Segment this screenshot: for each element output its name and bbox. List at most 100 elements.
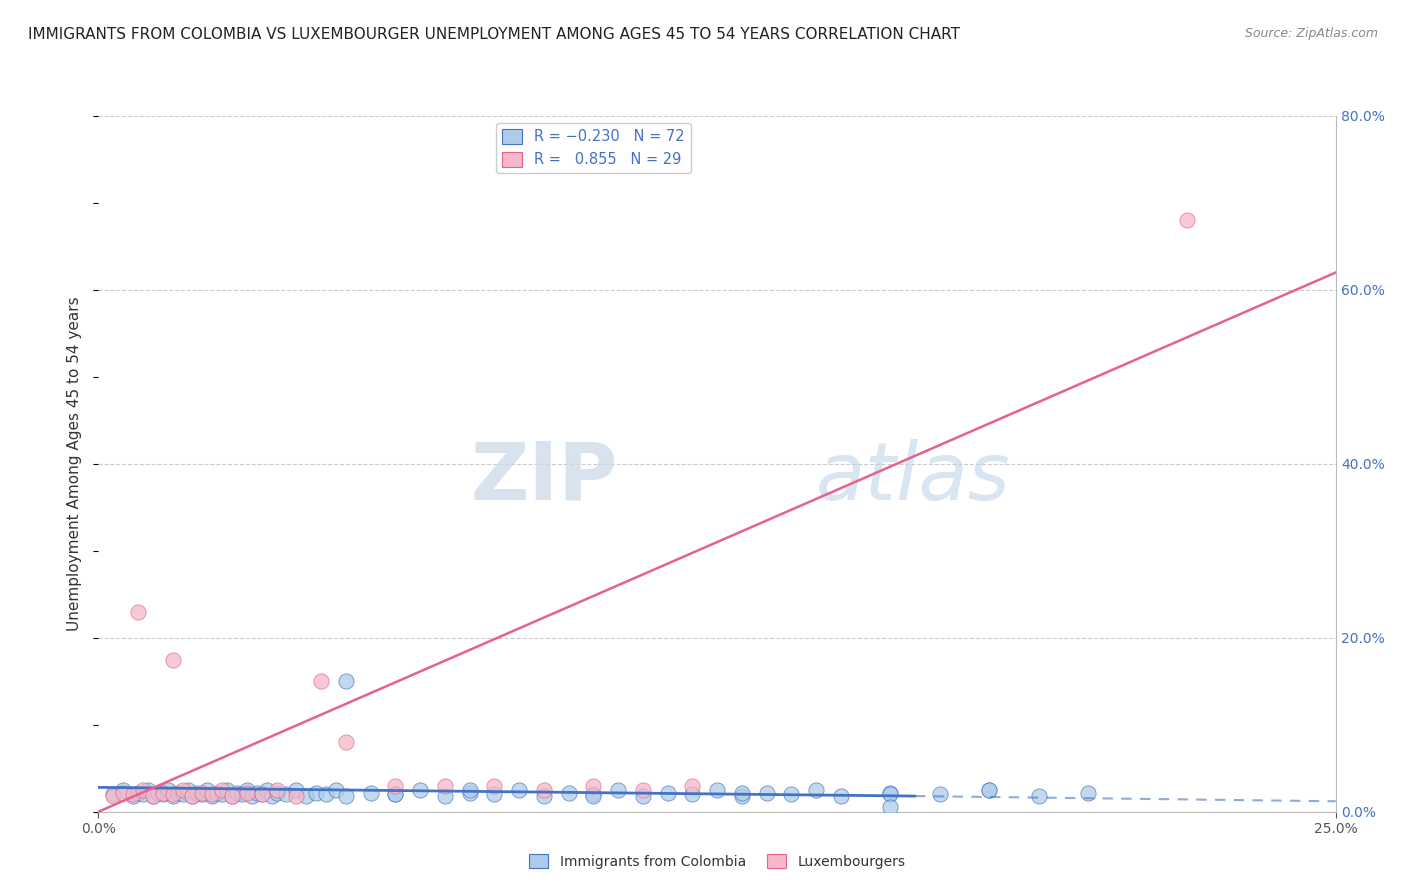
Point bbox=[533, 783, 555, 797]
Point bbox=[201, 789, 224, 803]
Point bbox=[409, 783, 432, 797]
Point bbox=[211, 788, 233, 801]
Point bbox=[731, 786, 754, 800]
Point bbox=[508, 783, 530, 797]
Point bbox=[484, 779, 506, 793]
Point bbox=[433, 789, 456, 803]
Point bbox=[162, 652, 184, 666]
Point bbox=[240, 789, 263, 803]
Point bbox=[266, 786, 288, 800]
Point bbox=[631, 783, 654, 797]
Point bbox=[335, 735, 357, 749]
Point bbox=[295, 789, 318, 803]
Point bbox=[226, 786, 249, 800]
Point bbox=[315, 788, 337, 801]
Point bbox=[804, 783, 827, 797]
Point bbox=[103, 788, 125, 801]
Point bbox=[236, 783, 259, 797]
Point bbox=[305, 786, 328, 800]
Point bbox=[285, 789, 308, 803]
Point bbox=[681, 788, 703, 801]
Point bbox=[928, 788, 950, 801]
Point bbox=[205, 786, 228, 800]
Point bbox=[879, 788, 901, 801]
Point bbox=[755, 786, 778, 800]
Point bbox=[458, 786, 481, 800]
Legend: Immigrants from Colombia, Luxembourgers: Immigrants from Colombia, Luxembourgers bbox=[523, 848, 911, 874]
Point bbox=[276, 788, 298, 801]
Point bbox=[142, 789, 165, 803]
Point bbox=[879, 800, 901, 814]
Point bbox=[122, 789, 145, 803]
Point bbox=[325, 783, 347, 797]
Point bbox=[195, 783, 218, 797]
Point bbox=[152, 786, 174, 800]
Point bbox=[582, 779, 605, 793]
Point bbox=[335, 674, 357, 689]
Point bbox=[132, 783, 155, 797]
Point bbox=[484, 788, 506, 801]
Point bbox=[582, 788, 605, 801]
Text: IMMIGRANTS FROM COLOMBIA VS LUXEMBOURGER UNEMPLOYMENT AMONG AGES 45 TO 54 YEARS : IMMIGRANTS FROM COLOMBIA VS LUXEMBOURGER… bbox=[28, 27, 960, 42]
Point bbox=[250, 788, 273, 801]
Point bbox=[979, 783, 1001, 797]
Point bbox=[631, 789, 654, 803]
Point bbox=[127, 786, 149, 800]
Point bbox=[1077, 786, 1099, 800]
Point bbox=[162, 788, 184, 801]
Point bbox=[384, 788, 406, 801]
Point bbox=[335, 789, 357, 803]
Point bbox=[607, 783, 630, 797]
Point bbox=[309, 674, 332, 689]
Point bbox=[433, 779, 456, 793]
Point bbox=[256, 783, 278, 797]
Point bbox=[146, 786, 169, 800]
Point bbox=[1028, 789, 1050, 803]
Point bbox=[266, 783, 288, 797]
Point bbox=[152, 788, 174, 801]
Text: atlas: atlas bbox=[815, 439, 1011, 516]
Point bbox=[217, 783, 239, 797]
Point bbox=[979, 783, 1001, 797]
Point bbox=[360, 786, 382, 800]
Point bbox=[172, 783, 194, 797]
Point bbox=[191, 788, 214, 801]
Point bbox=[176, 783, 198, 797]
Point bbox=[162, 789, 184, 803]
Text: ZIP: ZIP bbox=[471, 439, 619, 516]
Point bbox=[582, 789, 605, 803]
Point bbox=[122, 788, 145, 801]
Point bbox=[191, 786, 214, 800]
Point bbox=[384, 779, 406, 793]
Point bbox=[211, 783, 233, 797]
Point bbox=[166, 786, 188, 800]
Point bbox=[236, 786, 259, 800]
Point bbox=[221, 789, 243, 803]
Text: Source: ZipAtlas.com: Source: ZipAtlas.com bbox=[1244, 27, 1378, 40]
Point bbox=[260, 789, 283, 803]
Point bbox=[221, 789, 243, 803]
Point bbox=[132, 788, 155, 801]
Point bbox=[112, 786, 135, 800]
Point bbox=[250, 788, 273, 801]
Point bbox=[156, 783, 179, 797]
Point bbox=[458, 783, 481, 797]
Point bbox=[142, 789, 165, 803]
Point bbox=[285, 783, 308, 797]
Point bbox=[657, 786, 679, 800]
Point bbox=[181, 789, 204, 803]
Point bbox=[830, 789, 852, 803]
Point bbox=[731, 789, 754, 803]
Point bbox=[172, 788, 194, 801]
Point bbox=[231, 788, 253, 801]
Point bbox=[181, 789, 204, 803]
Point bbox=[780, 788, 803, 801]
Y-axis label: Unemployment Among Ages 45 to 54 years: Unemployment Among Ages 45 to 54 years bbox=[67, 296, 83, 632]
Point bbox=[186, 786, 208, 800]
Point bbox=[136, 783, 159, 797]
Point bbox=[879, 786, 901, 800]
Point bbox=[533, 789, 555, 803]
Point bbox=[112, 783, 135, 797]
Point bbox=[127, 605, 149, 619]
Point bbox=[384, 788, 406, 801]
